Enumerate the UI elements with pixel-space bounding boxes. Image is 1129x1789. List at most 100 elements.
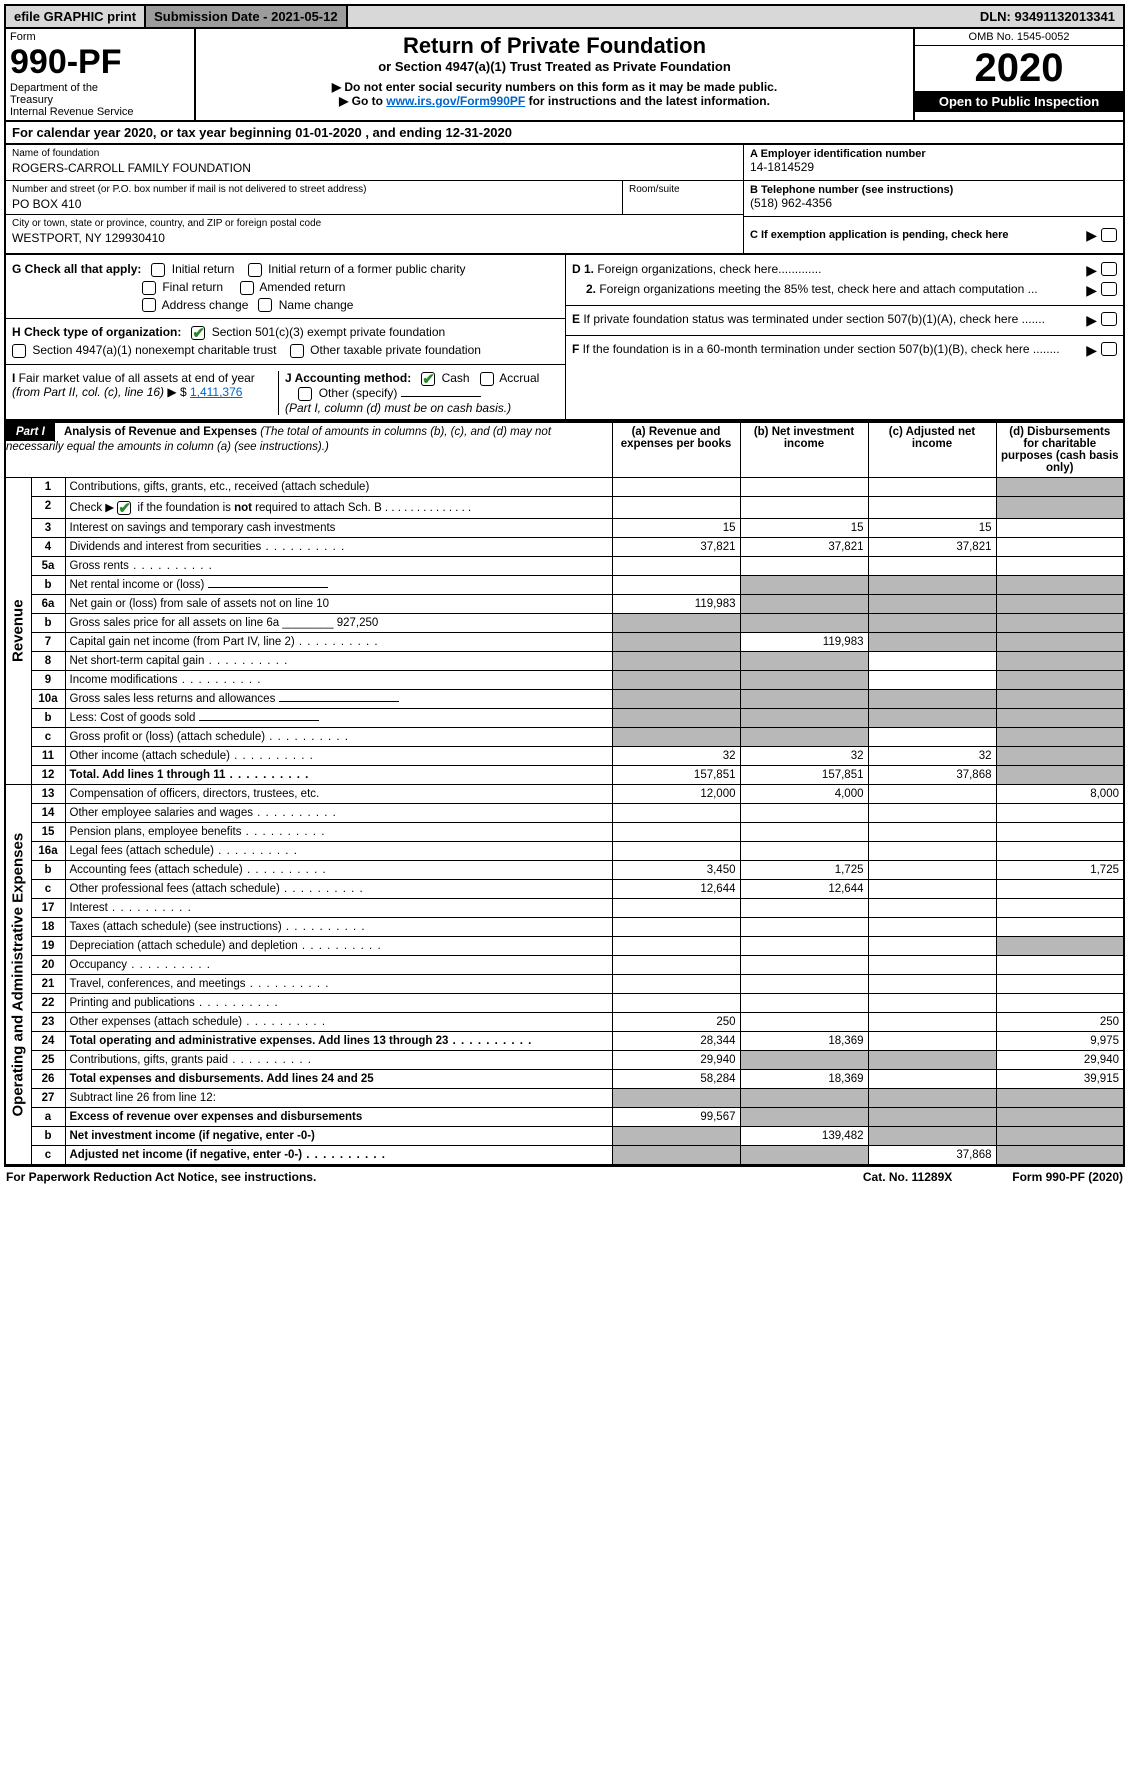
value-cell [868,1031,996,1050]
row-desc: Taxes (attach schedule) (see instruction… [65,917,612,936]
row-num: 19 [31,936,65,955]
value-cell: 1,725 [996,860,1124,879]
row-num: b [31,575,65,594]
value-cell: 32 [740,746,868,765]
value-cell [868,803,996,822]
g-address-change[interactable] [142,298,156,312]
row-desc: Excess of revenue over expenses and disb… [65,1107,612,1126]
row-desc: Printing and publications [65,993,612,1012]
city-state-zip: WESTPORT, NY 129930410 [12,229,737,245]
value-cell [740,993,868,1012]
value-cell [740,955,868,974]
g-initial-return[interactable] [151,263,165,277]
phone-value: (518) 962-4356 [750,196,1117,210]
row-num: 7 [31,632,65,651]
efile-label[interactable]: efile GRAPHIC print [6,6,144,27]
irs-link[interactable]: www.irs.gov/Form990PF [386,94,525,108]
value-cell [868,689,996,708]
d1-checkbox[interactable] [1101,262,1117,276]
g-initial-former[interactable] [248,263,262,277]
row-num: 8 [31,651,65,670]
value-cell [868,1107,996,1126]
address: PO BOX 410 [12,195,616,211]
col-d-head: (d) Disbursements for charitable purpose… [996,422,1124,478]
arrow-icon: ▶ [1086,227,1097,244]
g-final-return[interactable] [142,281,156,295]
row-num: 1 [31,477,65,496]
value-cell [868,917,996,936]
j-cash[interactable] [421,372,435,386]
value-cell [996,1126,1124,1145]
tax-year: 2020 [915,46,1123,91]
value-cell [868,651,996,670]
value-cell [612,955,740,974]
row-num: 9 [31,670,65,689]
value-cell [740,1145,868,1165]
row-num: 15 [31,822,65,841]
value-cell: 37,868 [868,1145,996,1165]
value-cell [996,1107,1124,1126]
value-cell [996,727,1124,746]
value-cell [996,898,1124,917]
d2-checkbox[interactable] [1101,282,1117,296]
row-num: 21 [31,974,65,993]
row-desc: Net short-term capital gain [65,651,612,670]
value-cell: 28,344 [612,1031,740,1050]
cat-no: Cat. No. 11289X [863,1170,952,1184]
row-num: c [31,879,65,898]
value-cell [996,974,1124,993]
value-cell [612,689,740,708]
row-desc: Net gain or (loss) from sale of assets n… [65,594,612,613]
row-num: 13 [31,784,65,803]
addr-label: Number and street (or P.O. box number if… [12,184,616,195]
row-desc: Compensation of officers, directors, tru… [65,784,612,803]
g-name-change[interactable] [258,298,272,312]
value-cell [996,1145,1124,1165]
row-num: 5a [31,556,65,575]
value-cell: 37,821 [740,537,868,556]
row-desc: Income modifications [65,670,612,689]
value-cell: 15 [740,518,868,537]
row-num: 10a [31,689,65,708]
value-cell [996,556,1124,575]
row-num: 20 [31,955,65,974]
row-num: c [31,1145,65,1165]
row-desc: Dividends and interest from securities [65,537,612,556]
value-cell [612,613,740,632]
dln-label: DLN: 93491132013341 [972,6,1123,27]
row-num: 24 [31,1031,65,1050]
ein-label: A Employer identification number [750,148,1117,160]
value-cell [868,670,996,689]
i-label: I [12,371,19,385]
value-cell [868,727,996,746]
h-4947[interactable] [12,344,26,358]
value-cell [740,651,868,670]
value-cell [868,1069,996,1088]
value-cell [612,496,740,518]
j-accrual[interactable] [480,372,494,386]
value-cell [996,936,1124,955]
value-cell: 12,644 [612,879,740,898]
row-num: 14 [31,803,65,822]
i-fmv-link[interactable]: 1,411,376 [190,385,243,399]
row-num: 16a [31,841,65,860]
value-cell [996,689,1124,708]
e-checkbox[interactable] [1101,312,1117,326]
j-other[interactable] [298,387,312,401]
value-cell: 39,915 [996,1069,1124,1088]
value-cell: 32 [868,746,996,765]
value-cell: 250 [996,1012,1124,1031]
h-other-taxable[interactable] [290,344,304,358]
row-num: b [31,708,65,727]
h-501c3[interactable] [191,326,205,340]
sch-b-check[interactable] [117,501,131,515]
row-desc: Contributions, gifts, grants paid [65,1050,612,1069]
c-checkbox[interactable] [1101,228,1117,242]
g-amended[interactable] [240,281,254,295]
c-exemption-label: C If exemption application is pending, c… [750,229,1086,241]
value-cell: 15 [612,518,740,537]
col-b-head: (b) Net investment income [740,422,868,478]
f-checkbox[interactable] [1101,342,1117,356]
value-cell: 29,940 [612,1050,740,1069]
row-num: 18 [31,917,65,936]
